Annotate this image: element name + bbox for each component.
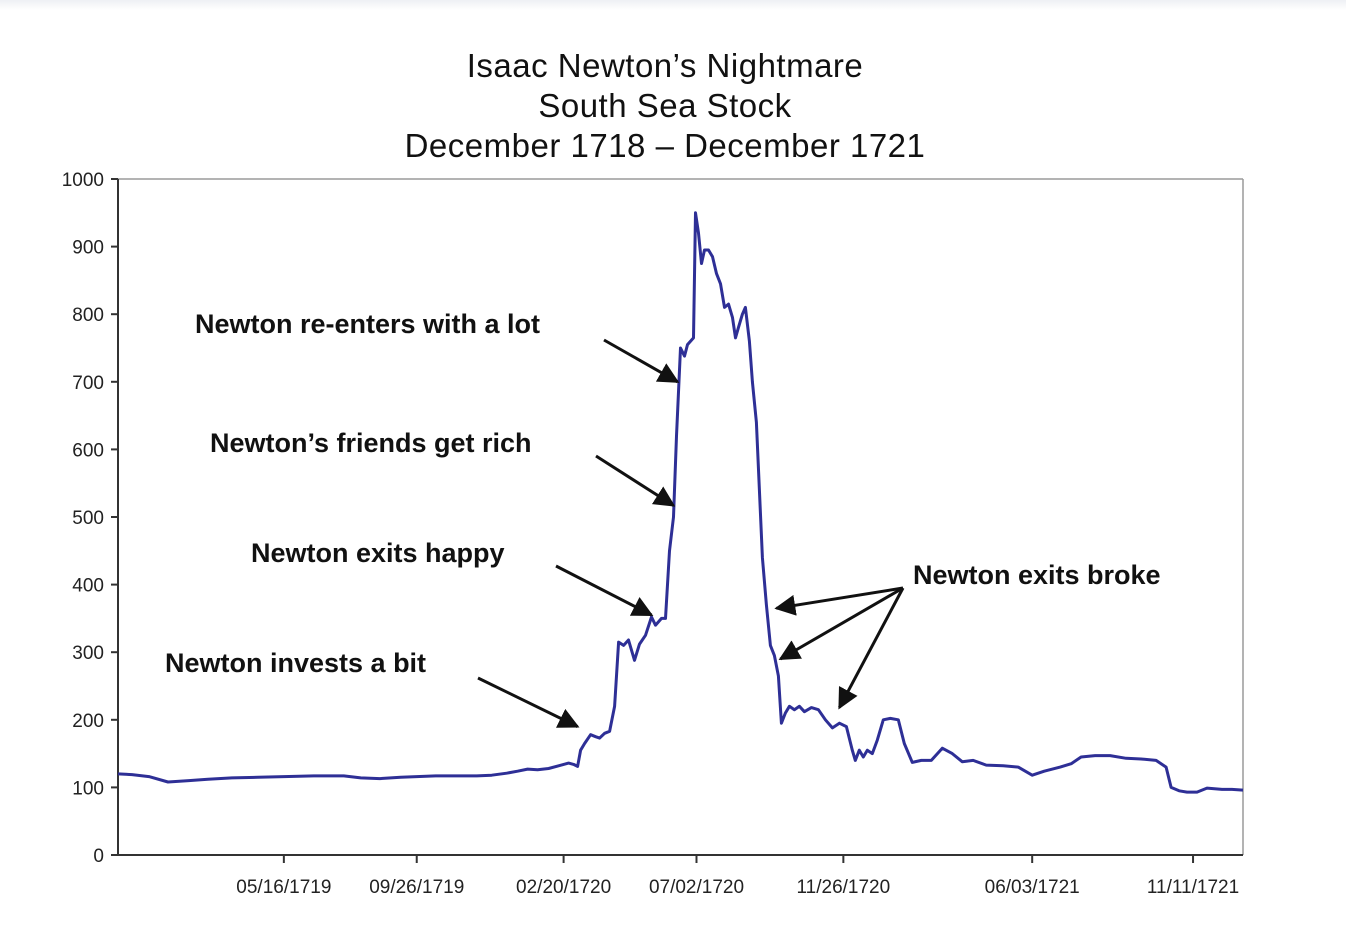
chart-title-line-3: December 1718 – December 1721 — [404, 127, 926, 164]
annotation-arrow — [838, 587, 905, 710]
y-tick-label: 400 — [72, 576, 104, 597]
annotation-arrow — [595, 454, 676, 507]
x-tick-label: 09/26/1719 — [369, 877, 464, 898]
x-axis: 05/16/1719 09/26/1719 02/20/1720 07/02/1720… — [236, 855, 1239, 898]
annotation-label: Newton exits broke — [913, 560, 1161, 590]
y-tick-label: 500 — [72, 508, 104, 529]
chart-title-line-2: South Sea Stock — [538, 87, 792, 124]
y-tick-label: 800 — [72, 305, 104, 326]
annotation-arrow — [774, 586, 904, 616]
y-tick-label: 600 — [72, 440, 104, 461]
chart-title: Isaac Newton’s Nightmare South Sea Stock… — [365, 46, 965, 166]
x-tick-label: 02/20/1720 — [516, 877, 611, 898]
annotation-label: Newton invests a bit — [165, 648, 426, 678]
y-tick-label: 0 — [93, 846, 104, 867]
x-tick-label: 11/26/1720 — [797, 877, 891, 898]
annotation-label: Newton re-enters with a lot — [195, 309, 540, 339]
y-tick-label: 200 — [72, 711, 104, 732]
x-tick-label: 05/16/1719 — [236, 877, 331, 898]
annotation-arrow — [603, 338, 680, 384]
annotation-arrow — [555, 564, 654, 617]
series-line-stock-price — [117, 211, 1244, 794]
annotation-arrow — [778, 586, 904, 661]
plot-frame — [117, 178, 1244, 856]
annotation-layer: Newton re-enters with a lot Newton’s frie… — [165, 309, 1161, 728]
x-tick-label: 11/11/1721 — [1147, 877, 1239, 898]
y-tick-label: 300 — [72, 643, 104, 664]
x-tick-label: 06/03/1721 — [985, 877, 1080, 898]
y-tick-label: 700 — [72, 373, 104, 394]
top-shade — [0, 0, 1346, 10]
y-tick-label: 100 — [72, 778, 104, 799]
series-layer — [117, 211, 1244, 794]
x-tick-label: 07/02/1720 — [649, 877, 744, 898]
y-axis: 0 100 200 300 400 500 600 700 800 900 1000 — [62, 170, 118, 867]
annotation-label: Newton exits happy — [251, 538, 505, 568]
annotation-arrow — [477, 676, 580, 728]
annotation-label: Newton’s friends get rich — [210, 428, 532, 458]
chart-title-line-1: Isaac Newton’s Nightmare — [466, 47, 864, 84]
y-tick-label: 1000 — [62, 170, 104, 191]
y-tick-label: 900 — [72, 238, 104, 259]
